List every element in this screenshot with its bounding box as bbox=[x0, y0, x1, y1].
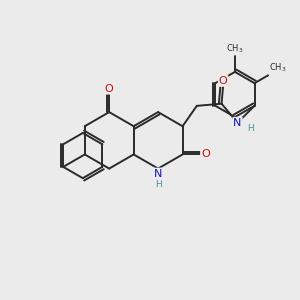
Text: H: H bbox=[247, 124, 254, 133]
Text: N: N bbox=[233, 118, 242, 128]
Text: CH$_3$: CH$_3$ bbox=[269, 61, 287, 74]
Text: O: O bbox=[105, 84, 114, 94]
Text: O: O bbox=[219, 76, 227, 86]
Text: O: O bbox=[201, 149, 210, 160]
Text: N: N bbox=[154, 169, 162, 178]
Text: CH$_3$: CH$_3$ bbox=[226, 42, 244, 55]
Text: H: H bbox=[155, 180, 161, 189]
